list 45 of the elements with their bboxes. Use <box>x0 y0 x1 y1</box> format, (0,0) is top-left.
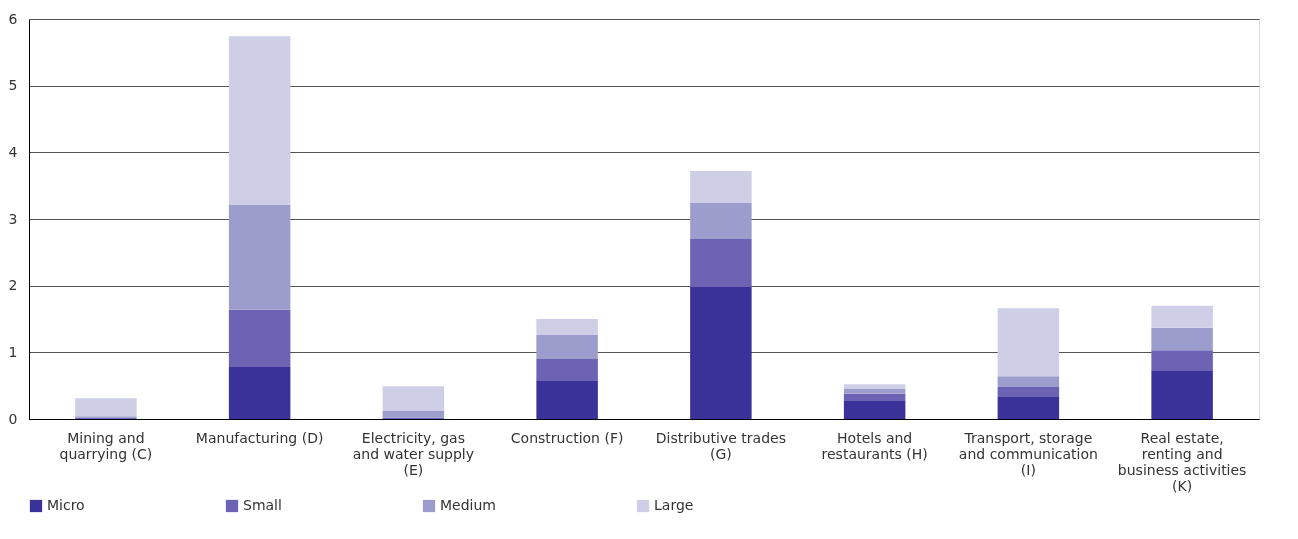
bar <box>228 367 291 419</box>
y-tick-label: 0 <box>8 410 18 427</box>
x-tick-label: Mining and quarrying (C) <box>59 429 153 462</box>
bar <box>1151 350 1213 371</box>
bar <box>536 359 598 381</box>
x-tick-label: Real estate, renting and business activities (K) <box>1117 429 1247 494</box>
legend-label: Micro <box>47 497 85 513</box>
bar <box>75 398 137 417</box>
y-tick-label: 5 <box>8 77 18 94</box>
y-tick-label: 6 <box>8 10 18 27</box>
legend-label: Large <box>654 497 694 513</box>
bar <box>843 389 906 394</box>
bar <box>690 287 752 419</box>
bar <box>536 380 598 419</box>
bar <box>382 411 445 418</box>
bar <box>228 309 291 367</box>
bar <box>690 171 752 203</box>
y-tick-label: 4 <box>8 143 18 160</box>
bar <box>536 319 598 335</box>
y-tick-label: 3 <box>8 210 18 227</box>
y-tick-label: 2 <box>8 277 18 294</box>
x-tick-label: Transport, storage and communication (I) <box>958 429 1098 478</box>
bar <box>382 386 445 411</box>
bar <box>228 36 291 205</box>
bar <box>1151 370 1213 419</box>
x-tick-label: Hotels and restaurants (H) <box>821 429 928 462</box>
legend-label: Small <box>243 497 282 513</box>
x-tick-label: Distributive trades (G) <box>655 429 786 462</box>
bar <box>690 203 752 239</box>
legend-label: Medium <box>440 497 496 513</box>
bar <box>997 308 1060 377</box>
bar <box>997 397 1060 419</box>
bar <box>690 239 752 287</box>
x-tick-label: Electricity, gas and water supply (E) <box>352 429 474 478</box>
bar <box>536 335 598 359</box>
bar <box>997 376 1060 387</box>
bar <box>843 400 906 419</box>
y-tick-label: 1 <box>8 343 18 360</box>
bar <box>843 384 906 389</box>
bar <box>997 387 1060 397</box>
bar <box>1151 327 1213 351</box>
bar <box>228 205 291 310</box>
x-tick-label: Construction (F) <box>510 429 624 446</box>
bar <box>1151 305 1213 328</box>
x-tick-label: Manufacturing (D) <box>195 429 324 446</box>
